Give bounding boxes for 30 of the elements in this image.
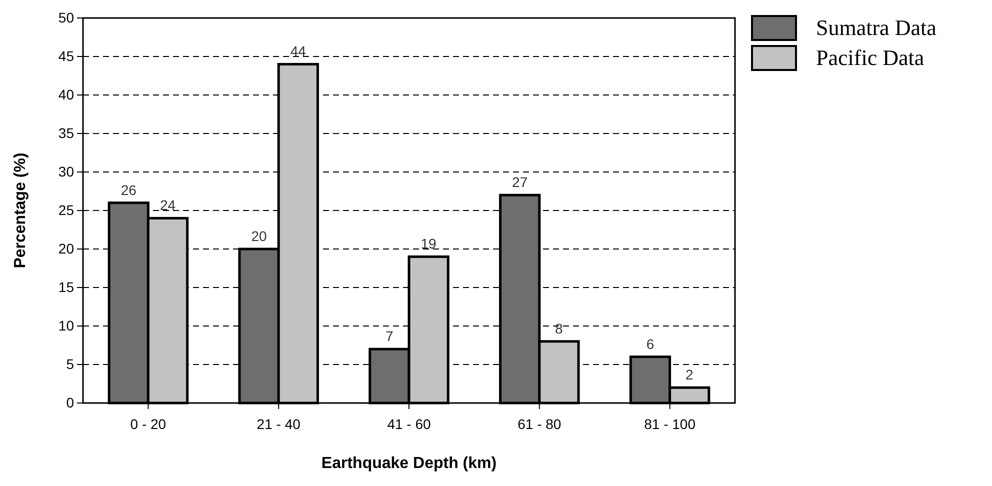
y-tick-label: 30 xyxy=(58,163,74,180)
data-label: 20 xyxy=(251,228,268,244)
legend-label: Pacific Data xyxy=(816,45,924,70)
data-label: 2 xyxy=(685,366,694,383)
data-label: 8 xyxy=(555,320,564,336)
y-tick-label: 15 xyxy=(58,278,74,295)
x-axis-title: Earthquake Depth (km) xyxy=(321,455,497,472)
y-tick-label: 45 xyxy=(58,48,74,64)
data-label: 24 xyxy=(160,197,176,214)
x-tick-label: 0 - 20 xyxy=(130,416,166,432)
x-tick-label: 21 - 40 xyxy=(256,416,301,432)
data-label: 7 xyxy=(386,328,394,344)
data-label: 26 xyxy=(120,182,137,198)
y-tick-label: 25 xyxy=(58,202,74,218)
y-tick-label: 50 xyxy=(58,9,74,26)
y-tick-label: 20 xyxy=(58,240,74,256)
data-label: 6 xyxy=(646,336,654,352)
data-label: 27 xyxy=(512,174,528,190)
data-label: 19 xyxy=(420,236,437,252)
y-tick-label: 35 xyxy=(58,124,74,141)
y-tick-label: 5 xyxy=(66,356,74,372)
x-tick-label: 41 - 60 xyxy=(387,416,432,432)
y-tick-label: 10 xyxy=(58,317,74,334)
x-tick-label: 81 - 100 xyxy=(644,416,696,432)
y-tick-label: 40 xyxy=(58,86,74,102)
y-axis-title: Percentage (%) xyxy=(12,152,29,268)
x-tick-label: 61 - 80 xyxy=(518,416,562,432)
legend-label: Sumatra Data xyxy=(816,15,937,40)
y-tick-label: 0 xyxy=(66,394,74,410)
data-label: 44 xyxy=(290,43,306,60)
